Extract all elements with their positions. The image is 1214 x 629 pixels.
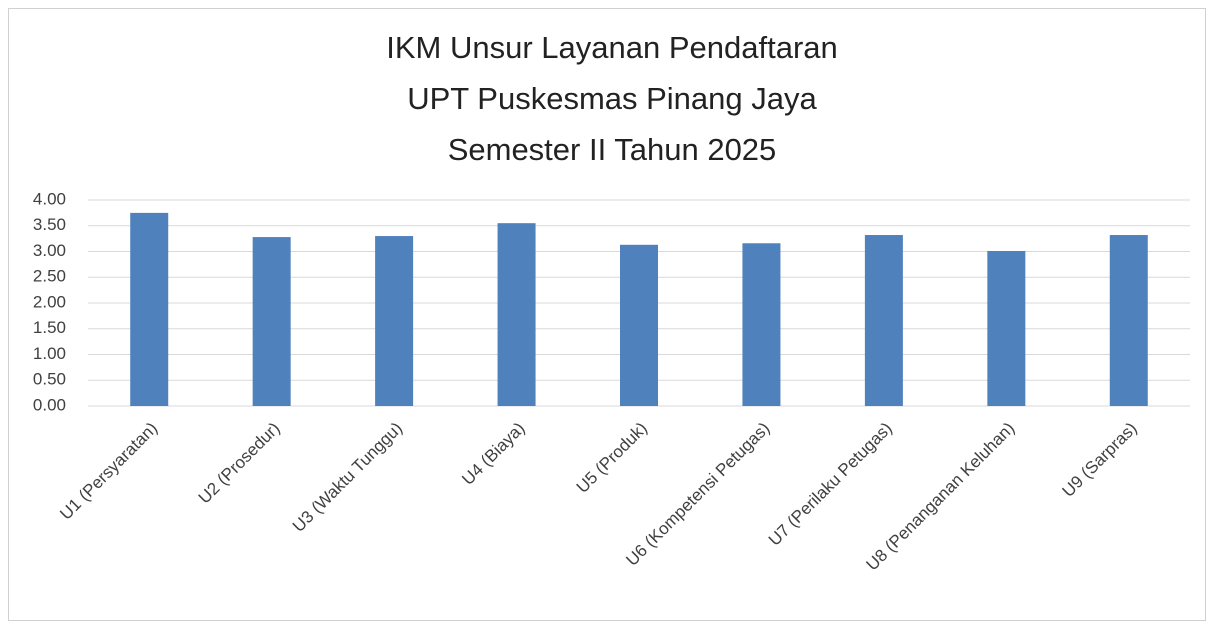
bar [620,244,658,406]
y-tick-label: 0.50 [33,370,66,389]
y-tick-label: 2.50 [33,267,66,286]
bar [375,236,414,406]
bar [130,212,169,406]
bar [742,243,781,406]
chart-title: IKM Unsur Layanan Pendaftaran [386,30,838,65]
chart-title: UPT Puskesmas Pinang Jaya [407,81,817,116]
y-tick-label: 3.50 [33,215,66,234]
bar [1109,235,1148,406]
bar [864,235,903,406]
y-tick-label: 3.00 [33,241,66,260]
bar [497,223,536,406]
y-tick-label: 1.00 [33,344,66,363]
y-tick-label: 1.50 [33,318,66,337]
bar [987,250,1026,406]
y-tick-label: 4.00 [33,189,66,208]
bar [252,237,291,406]
y-tick-label: 2.00 [33,292,66,311]
chart-title: Semester II Tahun 2025 [448,132,777,167]
y-tick-label: 0.00 [33,395,66,414]
